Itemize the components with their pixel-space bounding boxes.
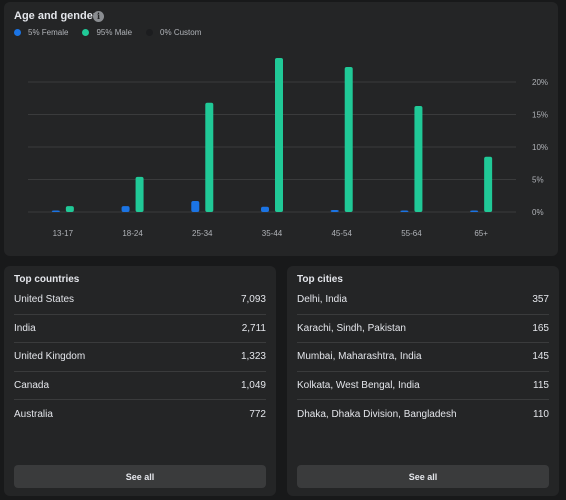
bar-male-13-17 (65, 206, 74, 212)
city-name: Dhaka, Dhaka Division, Bangladesh (297, 408, 457, 420)
x-tick-label: 35-44 (262, 229, 283, 238)
top-countries-title: Top countries (14, 274, 80, 285)
bar-female-65+ (470, 210, 479, 212)
age-gender-title: Age and gender (14, 10, 98, 22)
x-tick-label: 13-17 (53, 229, 74, 238)
bar-male-55-64 (414, 106, 423, 212)
x-tick-label: 18-24 (122, 229, 143, 238)
see-all-countries-button[interactable]: See all (14, 465, 266, 488)
bar-male-65+ (484, 156, 493, 212)
chart-legend: 5% Female 95% Male 0% Custom (14, 28, 215, 37)
legend-item-female: 5% Female (14, 28, 68, 37)
country-value: 772 (249, 408, 266, 420)
city-value: 145 (532, 351, 549, 363)
legend-label-male: 95% Male (96, 28, 133, 37)
country-name: United Kingdom (14, 351, 86, 363)
country-name: Australia (14, 408, 53, 420)
country-value: 7,093 (240, 294, 266, 306)
city-name: Mumbai, Maharashtra, India (297, 351, 422, 363)
y-tick-label: 5% (532, 176, 544, 185)
country-value: 1,323 (240, 351, 266, 363)
bar-female-55-64 (400, 210, 409, 212)
legend-item-male: 95% Male (82, 28, 132, 37)
see-all-cities-button[interactable]: See all (297, 465, 549, 488)
list-item: Delhi, India 357 (297, 286, 549, 315)
country-name: Canada (14, 379, 50, 391)
x-tick-label: 25-34 (192, 229, 213, 238)
country-name: India (14, 322, 36, 334)
bar-female-13-17 (51, 210, 60, 212)
country-value: 2,711 (241, 322, 266, 334)
y-tick-label: 20% (532, 78, 548, 87)
list-item: Karachi, Sindh, Pakistan 165 (297, 315, 549, 343)
legend-dot-custom (146, 29, 154, 36)
list-item: Australia 772 (14, 400, 266, 429)
city-value: 165 (532, 322, 549, 334)
age-gender-card: Age and gender i 5% Female 95% Male 0% C… (4, 2, 558, 256)
x-tick-label: 55-64 (401, 229, 422, 238)
bar-male-45-54 (344, 67, 353, 212)
top-cities-card: Top cities Delhi, India 357 Karachi, Sin… (287, 266, 559, 496)
age-gender-bar-chart: 0% 5% 10% 15% 20% 13-17 18-24 25-34 35-44 45-54 55… (28, 57, 548, 238)
legend-dot-female (14, 29, 21, 36)
legend-label-female: 5% Female (28, 28, 69, 37)
list-item: United Kingdom 1,323 (14, 343, 266, 372)
bar-male-35-44 (275, 57, 283, 213)
bar-female-25-34 (191, 200, 200, 212)
city-value: 115 (533, 379, 549, 391)
x-tick-label: 45-54 (331, 229, 352, 238)
city-name: Kolkata, West Bengal, India (297, 379, 420, 391)
city-value: 110 (533, 408, 549, 420)
legend-item-custom: 0% Custom (146, 28, 201, 37)
bar-female-18-24 (121, 206, 130, 212)
x-tick-label: 65+ (474, 229, 488, 238)
city-name: Karachi, Sindh, Pakistan (297, 322, 406, 334)
y-tick-label: 10% (532, 143, 548, 152)
list-item: Kolkata, West Bengal, India 115 (297, 372, 549, 400)
list-item: Canada 1,049 (14, 372, 266, 400)
info-icon[interactable]: i (93, 11, 104, 22)
top-cities-title: Top cities (297, 274, 343, 285)
top-cities-list: Delhi, India 357 Karachi, Sindh, Pakista… (297, 286, 549, 429)
list-item: United States 7,093 (14, 286, 266, 315)
top-countries-list: United States 7,093 India 2,711 United K… (14, 286, 266, 429)
city-name: Delhi, India (297, 294, 348, 306)
legend-dot-male (82, 29, 90, 36)
top-countries-card: Top countries United States 7,093 India … (4, 266, 276, 496)
y-tick-label: 15% (532, 111, 548, 120)
list-item: India 2,711 (14, 315, 266, 343)
y-tick-label: 0% (532, 208, 544, 217)
country-value: 1,049 (240, 379, 266, 391)
list-item: Mumbai, Maharashtra, India 145 (297, 343, 549, 372)
bar-female-45-54 (330, 210, 339, 212)
bar-male-25-34 (205, 102, 214, 212)
bar-male-18-24 (135, 176, 144, 212)
list-item: Dhaka, Dhaka Division, Bangladesh 110 (297, 400, 549, 429)
city-value: 357 (532, 294, 549, 306)
bar-female-35-44 (261, 206, 269, 212)
legend-label-custom: 0% Custom (160, 28, 202, 37)
country-name: United States (14, 294, 75, 306)
